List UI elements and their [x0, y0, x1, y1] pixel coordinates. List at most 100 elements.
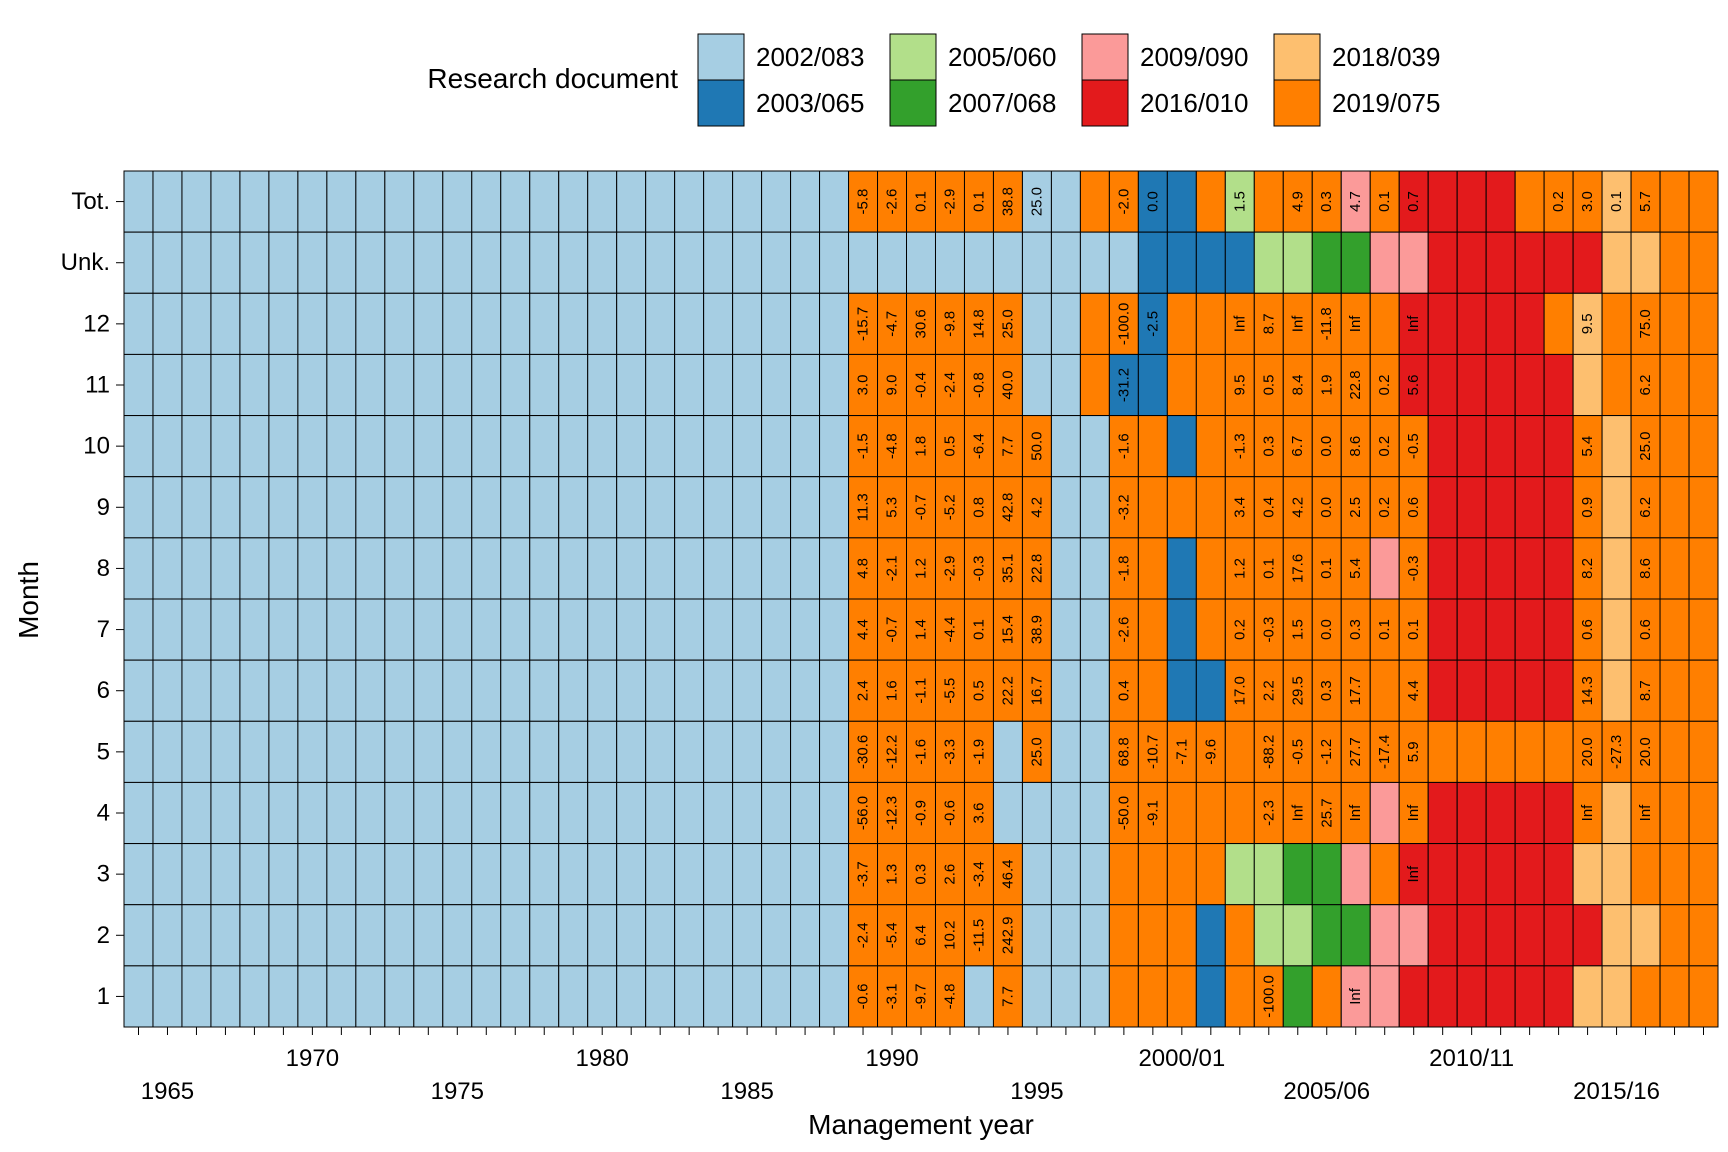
legend-label: 2003/065	[756, 88, 864, 118]
heatmap-cell	[123, 537, 154, 600]
heatmap-cell	[1659, 231, 1690, 294]
cell-value-label: 1.8	[913, 436, 930, 457]
heatmap-cell	[181, 598, 212, 661]
heatmap-cell	[384, 843, 415, 906]
cell-value-label: 1.5	[1231, 191, 1248, 212]
heatmap-cell	[1659, 170, 1690, 233]
heatmap-cell	[297, 476, 328, 539]
heatmap-cell	[384, 537, 415, 600]
heatmap-cell	[413, 659, 444, 722]
heatmap-cell	[413, 231, 444, 294]
heatmap-cell	[210, 781, 241, 845]
heatmap-cell	[877, 965, 908, 1028]
heatmap-cell	[819, 476, 850, 539]
heatmap-cell	[1282, 843, 1313, 906]
heatmap-cell	[442, 659, 473, 722]
heatmap-cell	[181, 781, 212, 845]
heatmap-cell	[587, 415, 618, 478]
heatmap-cell	[703, 415, 734, 478]
heatmap-cell	[1659, 598, 1690, 661]
heatmap-cell	[1195, 904, 1226, 967]
x-axis-title: Management year	[808, 1109, 1034, 1140]
heatmap-cell	[1253, 904, 1284, 967]
heatmap-cell	[210, 537, 241, 600]
heatmap-cell	[790, 904, 821, 967]
heatmap-cell	[732, 292, 763, 355]
heatmap-cell	[210, 231, 241, 294]
cell-value-label: -88.2	[1260, 735, 1277, 769]
heatmap-cell	[1369, 659, 1400, 722]
heatmap-cell	[1427, 598, 1458, 661]
legend-swatch	[1081, 79, 1129, 127]
heatmap-cell	[1601, 537, 1632, 600]
heatmap-cell	[732, 415, 763, 478]
heatmap-cell	[819, 843, 850, 906]
heatmap-cell	[1485, 904, 1516, 967]
heatmap-cell	[732, 965, 763, 1028]
heatmap-cell	[558, 965, 589, 1028]
heatmap-cell	[616, 476, 647, 539]
heatmap-cell	[1195, 476, 1226, 539]
heatmap-cell	[1572, 170, 1603, 233]
heatmap-cell	[761, 781, 792, 845]
heatmap-cell	[413, 476, 444, 539]
heatmap-cell	[761, 170, 792, 233]
heatmap-cell	[471, 598, 502, 661]
cell-value-label: -2.1	[884, 556, 901, 582]
heatmap-cell	[732, 843, 763, 906]
cell-value-label: 0.1	[970, 191, 987, 212]
heatmap-cell	[500, 843, 531, 906]
cell-value-label: -1.9	[970, 739, 987, 765]
heatmap-cell	[1572, 415, 1603, 478]
heatmap-cell	[1485, 292, 1516, 355]
heatmap-cell	[268, 170, 299, 233]
heatmap-cell	[1369, 965, 1400, 1028]
heatmap-cell	[239, 720, 270, 783]
cell-value-label: 0.1	[1376, 191, 1393, 212]
heatmap-cell	[1369, 843, 1400, 906]
cell-value-label: -10.7	[1144, 735, 1161, 769]
x-tick-label: 1975	[431, 1078, 484, 1105]
heatmap-cell	[529, 720, 560, 783]
heatmap-cell	[616, 659, 647, 722]
heatmap-cell	[1456, 720, 1487, 783]
heatmap-cell	[1572, 476, 1603, 539]
heatmap-cell	[906, 659, 936, 722]
heatmap-cell	[529, 781, 560, 845]
heatmap-cell	[674, 415, 705, 478]
heatmap-cell	[1456, 292, 1487, 355]
heatmap-cell	[355, 659, 386, 722]
heatmap-cell	[1398, 598, 1429, 661]
heatmap-cell	[471, 843, 502, 906]
heatmap-cell	[848, 659, 879, 722]
heatmap-cell	[1601, 231, 1632, 294]
heatmap-cell	[355, 231, 386, 294]
heatmap-cell	[587, 476, 618, 539]
cell-value-label: 25.0	[1028, 737, 1045, 766]
heatmap-cell	[123, 904, 154, 967]
heatmap-cell	[152, 353, 183, 417]
heatmap-cell	[239, 415, 270, 478]
heatmap-cell	[1659, 843, 1690, 906]
heatmap-cell	[442, 598, 473, 661]
heatmap-cell	[1514, 720, 1545, 783]
heatmap-cell	[181, 843, 212, 906]
y-tick-label: Unk.	[61, 249, 110, 276]
heatmap-cell	[442, 170, 473, 233]
heatmap-cell	[906, 231, 936, 294]
cell-value-label: 25.0	[999, 309, 1016, 338]
heatmap-cell	[471, 781, 502, 845]
heatmap-cell	[1311, 537, 1342, 600]
heatmap-cell	[703, 292, 734, 355]
heatmap-cell	[906, 292, 936, 355]
heatmap-cell	[674, 843, 705, 906]
heatmap-cell	[1137, 231, 1168, 294]
heatmap-cell	[1514, 843, 1545, 906]
cell-value-label: 0.0	[1318, 619, 1335, 640]
heatmap-cell	[1282, 659, 1313, 722]
heatmap-cell	[1224, 476, 1255, 539]
heatmap-cell	[1514, 353, 1545, 417]
heatmap-cell	[645, 781, 676, 845]
heatmap-cell	[268, 476, 299, 539]
heatmap-cell	[1224, 170, 1255, 233]
